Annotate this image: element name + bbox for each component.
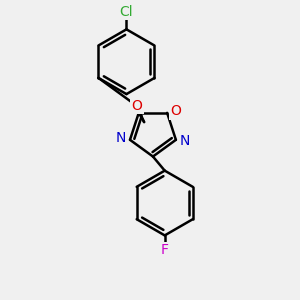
Text: F: F [161,243,169,257]
Text: O: O [170,104,182,118]
Text: O: O [131,99,142,113]
Text: Cl: Cl [120,5,133,19]
Text: N: N [116,131,126,146]
Text: N: N [179,134,190,148]
